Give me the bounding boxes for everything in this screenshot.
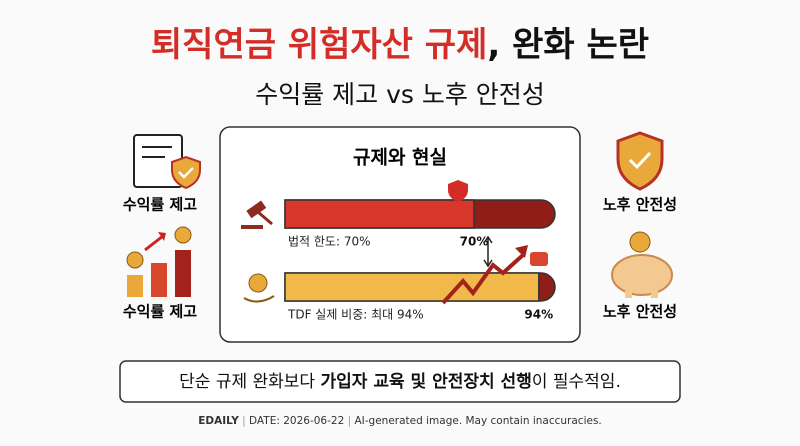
right-label: 노후 안전성 — [603, 303, 677, 321]
footer-note: AI-generated image. May contain inaccura… — [354, 415, 601, 427]
title: 퇴직연금 위험자산 규제, 완화 논란 — [151, 25, 649, 65]
conclusion-text: 단순 규제 완화보다 — [179, 372, 320, 392]
panel-title: 규제와 현실 — [353, 147, 447, 169]
shield-icon — [616, 131, 664, 191]
piggy-bank-icon — [611, 231, 673, 298]
conclusion-box — [119, 360, 681, 403]
footer-brand: EDAILY — [198, 415, 239, 427]
gavel-icon — [241, 200, 273, 229]
document-shield-icon — [133, 134, 201, 190]
bar-label: 법적 한도: 70% — [288, 235, 371, 249]
growth-chart-icon — [126, 226, 192, 297]
conclusion: 단순 규제 완화보다 가입자 교육 및 안전장치 선행이 필수적임. — [179, 372, 621, 392]
arrow-decor — [441, 180, 548, 305]
bar-value-label: 70% — [460, 235, 489, 249]
bar — [284, 199, 475, 229]
subtitle: 수익률 제고 vs 노후 안전성 — [255, 80, 545, 109]
footer-date: DATE: 2026-06-22 — [249, 415, 344, 427]
right-label: 노후 안전성 — [603, 196, 677, 214]
left-label: 수익률 제고 — [123, 303, 197, 321]
bar — [284, 272, 540, 302]
left-label: 수익률 제고 — [123, 196, 197, 214]
footer-separator: | — [344, 415, 354, 427]
title-red: 퇴직연금 위험자산 규제 — [151, 25, 487, 65]
bars: 법적 한도: 70% 70% TDF 실제 비중: 최대 94% 94% — [284, 199, 556, 322]
money-bag-icon — [243, 273, 275, 303]
conclusion-text: 이 필수적임. — [532, 372, 621, 392]
title-black: , 완화 논란 — [487, 25, 649, 65]
bar-value-label: 94% — [524, 308, 553, 322]
footer: EDAILY | DATE: 2026-06-22 | AI-generated… — [198, 415, 602, 427]
bar-label: TDF 실제 비중: 최대 94% — [287, 308, 424, 322]
conclusion-emphasis: 가입자 교육 및 안전장치 선행 — [320, 372, 531, 392]
footer-separator: | — [239, 415, 249, 427]
